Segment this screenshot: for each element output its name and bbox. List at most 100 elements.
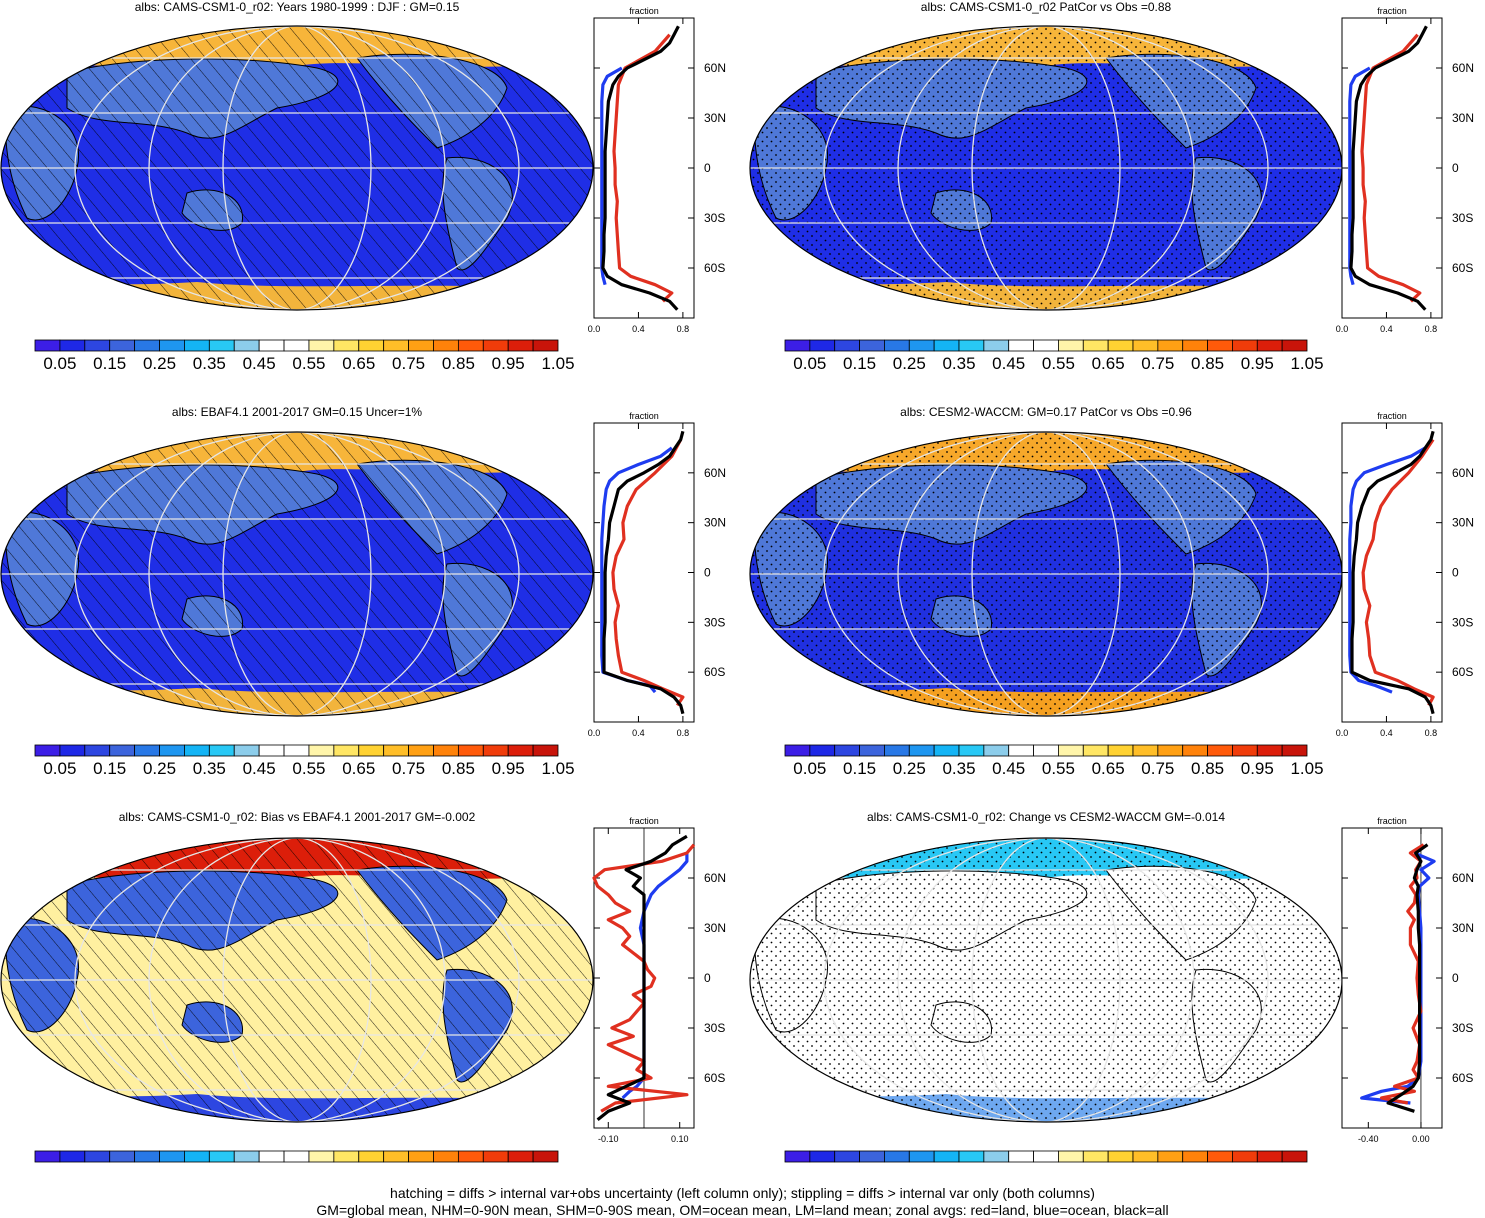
colorbar-swatch [958, 1150, 985, 1163]
colorbar-swatch [308, 744, 335, 757]
zonal-mean-plot: fraction -0.10 0.10 60N 30N 0 30S 60S [592, 816, 726, 1144]
zonal-line-all [1349, 25, 1428, 311]
colorbar-swatch [1157, 744, 1184, 757]
colorbar-swatch [457, 1150, 484, 1163]
map-outline [0, 431, 594, 717]
colorbar-label: 0.05 [43, 759, 76, 778]
colorbar: 0.05 0.15 0.25 0.35 0.45 0.55 0.65 0.75 0.85 0.95… [784, 744, 1324, 778]
colorbar-label: 0.55 [1042, 759, 1075, 778]
y-tick-label: 60S [704, 261, 725, 275]
x-tick-label: 0.4 [1380, 728, 1393, 738]
colorbar-swatch [834, 339, 860, 352]
colorbar: 0.05 0.15 0.25 0.35 0.45 0.55 0.65 0.75 0.85 0.95… [34, 744, 575, 778]
colorbar-label: 0.85 [442, 759, 475, 778]
colorbar-swatch [358, 744, 385, 757]
colorbar-swatch [884, 1150, 910, 1163]
zonal-line-land [611, 438, 685, 707]
colorbar-swatch [1157, 1150, 1184, 1163]
zonal-line-all [1386, 843, 1429, 1113]
colorbar-label: 0.25 [143, 759, 176, 778]
panel-4: albs: CESM2-WACCM: GM=0.17 PatCor vs Obs… [749, 405, 1474, 778]
y-tick-label: 60N [704, 61, 726, 75]
colorbar-swatch [433, 1150, 459, 1163]
zonal-frame [1341, 17, 1443, 319]
colorbar-label: -0.464 [835, 1165, 883, 1168]
colorbar-label: 0.232 [1137, 1165, 1180, 1168]
panel-title: albs: EBAF4.1 2001-2017 GM=0.15 Uncer=1% [172, 405, 422, 419]
colorbar-swatch [933, 339, 960, 352]
panel-6: albs: CAMS-CSM1-0_r02: Change vs CESM2-W… [749, 810, 1474, 1168]
colorbar-swatch [958, 339, 985, 352]
colorbar-swatch [308, 1150, 335, 1163]
colorbar-swatch [1107, 744, 1134, 757]
colorbar-swatch [1281, 744, 1308, 757]
colorbar-swatch [59, 339, 86, 352]
colorbar-swatch [457, 339, 484, 352]
colorbar-swatch [109, 339, 136, 352]
colorbar-swatch [208, 744, 235, 757]
colorbar-swatch [34, 744, 61, 757]
colorbar-swatch [208, 1150, 235, 1163]
footer-hatching-note: hatching = diffs > internal var+obs unce… [390, 1185, 1095, 1201]
colorbar-swatch [958, 744, 985, 757]
colorbar-label: 0.55 [292, 759, 325, 778]
y-tick-label: 60N [704, 466, 726, 480]
colorbar-label: 0.05 [793, 759, 826, 778]
zonal-xlabel: fraction [629, 6, 659, 16]
colorbar-swatch [1256, 339, 1283, 352]
zonal-line-all [601, 25, 680, 311]
footer-legend-note: GM=global mean, NHM=0-90N mean, SHM=0-90… [316, 1202, 1169, 1218]
colorbar-label: 0.35 [942, 759, 975, 778]
colorbar-swatch [1207, 339, 1233, 352]
colorbar-swatch [1033, 1150, 1059, 1163]
colorbar-swatch [333, 339, 360, 352]
colorbar-swatch [59, 744, 86, 757]
colorbar-swatch [233, 1150, 260, 1163]
colorbar-label: 0.65 [1092, 759, 1125, 778]
colorbar-swatch [333, 744, 360, 757]
colorbar-swatch [1182, 744, 1208, 757]
x-tick-label: 0.8 [677, 324, 690, 334]
colorbar-swatch [184, 744, 210, 757]
y-tick-label: 0 [1452, 566, 1459, 580]
colorbar-swatch [433, 744, 459, 757]
colorbar-swatch [408, 744, 434, 757]
colorbar-swatch [1157, 339, 1184, 352]
colorbar-label: 0.464 [1236, 1165, 1279, 1168]
colorbar-label: 0.25 [143, 354, 176, 373]
colorbar-label: 0.75 [1141, 354, 1174, 373]
colorbar-label: 0.05 [793, 354, 826, 373]
colorbar-swatch [1107, 1150, 1134, 1163]
colorbar: -0.464 -0.232 0 0.232 0.464 [784, 1150, 1308, 1168]
y-tick-label: 30N [1452, 111, 1474, 125]
y-tick-label: 60S [704, 1071, 725, 1085]
y-tick-label: 30S [1452, 211, 1473, 225]
colorbar-swatch [184, 339, 210, 352]
colorbar-label: 1.05 [541, 759, 574, 778]
zonal-line-all [602, 430, 685, 715]
colorbar-swatch [784, 339, 811, 352]
colorbar-label: 0.65 [342, 759, 375, 778]
colorbar-label: 0.85 [1191, 354, 1224, 373]
colorbar-swatch [859, 339, 885, 352]
colorbar-swatch [859, 744, 885, 757]
colorbar-swatch [482, 744, 509, 757]
colorbar-swatch [1182, 1150, 1208, 1163]
colorbar-swatch [1281, 1150, 1308, 1163]
colorbar-swatch [1232, 1150, 1258, 1163]
zonal-line-all [1350, 430, 1435, 715]
colorbar-swatch [84, 339, 111, 352]
colorbar-swatch [482, 1150, 509, 1163]
colorbar-label: 0.25 [893, 759, 926, 778]
graticule [750, 26, 1342, 310]
colorbar-label: 1.05 [541, 354, 574, 373]
colorbar-swatch [283, 339, 310, 352]
y-tick-label: 30S [704, 1021, 725, 1035]
x-tick-label: -0.10 [598, 1134, 619, 1144]
y-tick-label: 60S [1452, 665, 1473, 679]
x-tick-label: 0.4 [632, 324, 645, 334]
colorbar-swatch [208, 339, 235, 352]
colorbar-swatch [358, 1150, 385, 1163]
colorbar-label: 0.95 [492, 354, 525, 373]
colorbar-swatch [258, 1150, 285, 1163]
